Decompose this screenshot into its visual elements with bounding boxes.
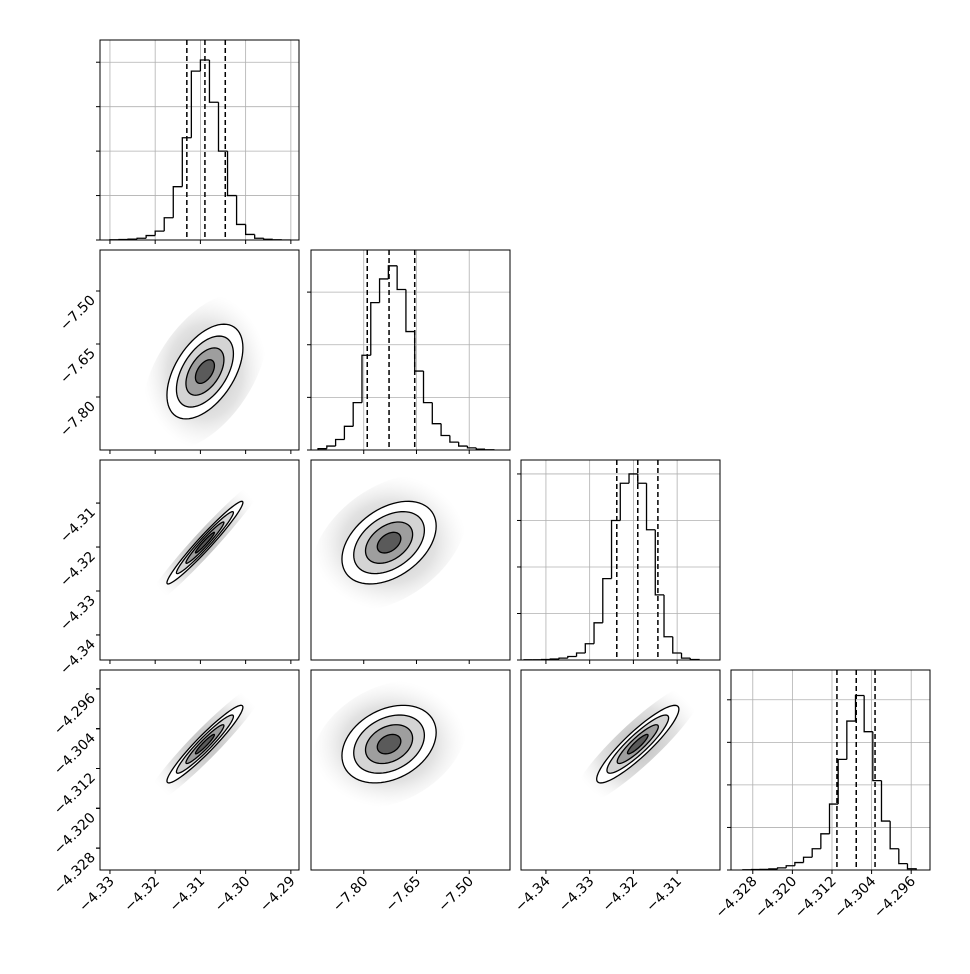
panel: −4.328−4.320−4.312−4.304−4.296 <box>713 670 930 921</box>
panel: −4.33−4.32−4.31−4.30−4.29−4.328−4.320−4.… <box>51 670 299 915</box>
panel-content <box>100 460 299 660</box>
panel-content <box>100 250 299 450</box>
x-tick-label: −4.328 <box>713 874 761 922</box>
panel-content <box>311 460 510 660</box>
panel: −7.80 −7.65 −7.50 <box>57 250 299 454</box>
panel-content <box>521 670 720 870</box>
x-tick-label: −4.30 <box>212 874 254 916</box>
y-tick-label: −4.33 <box>57 593 99 635</box>
x-tick-label: −7.65 <box>383 874 425 916</box>
x-tick-label: −4.34 <box>512 873 554 915</box>
panel-bg <box>311 250 510 450</box>
y-tick-label: −4.32 <box>57 549 99 591</box>
panel-bg <box>100 40 299 240</box>
panel-content <box>100 40 299 240</box>
x-tick-label: −4.31 <box>643 874 685 916</box>
panel <box>307 250 510 454</box>
x-tick-label: −7.80 <box>330 874 372 916</box>
x-tick-label: −4.296 <box>871 873 919 921</box>
panel-content <box>311 250 510 450</box>
panel <box>517 460 720 664</box>
y-tick-label: −4.34 <box>57 636 99 678</box>
x-tick-label: −4.32 <box>600 874 642 916</box>
y-tick-label: −7.80 <box>57 399 99 441</box>
panel-content <box>100 670 299 870</box>
y-tick-label: −4.31 <box>57 505 99 547</box>
y-tick-label: −4.312 <box>51 770 99 818</box>
x-tick-label: −4.33 <box>556 874 598 916</box>
x-tick-label: −4.312 <box>792 874 840 922</box>
x-tick-label: −4.29 <box>257 874 299 916</box>
x-tick-label: −4.32 <box>121 874 163 916</box>
panel-content <box>311 670 510 870</box>
x-tick-label: −4.31 <box>167 874 209 916</box>
panel-bg <box>100 670 299 870</box>
panel <box>96 40 299 244</box>
x-tick-label: −4.320 <box>752 874 800 922</box>
panel: −4.34−4.33−4.32−4.31 <box>57 460 299 678</box>
y-tick-label: −4.320 <box>51 810 99 858</box>
x-tick-label: −7.50 <box>435 874 477 916</box>
y-tick-label: −4.296 <box>51 690 99 738</box>
panel-content <box>731 670 930 870</box>
x-tick-label: −4.304 <box>831 873 879 921</box>
y-tick-label: −7.65 <box>57 346 99 388</box>
y-tick-label: −7.50 <box>57 293 99 335</box>
x-tick-label: −4.33 <box>76 874 118 916</box>
panel-content <box>521 460 720 660</box>
y-tick-label: −4.304 <box>51 730 99 778</box>
